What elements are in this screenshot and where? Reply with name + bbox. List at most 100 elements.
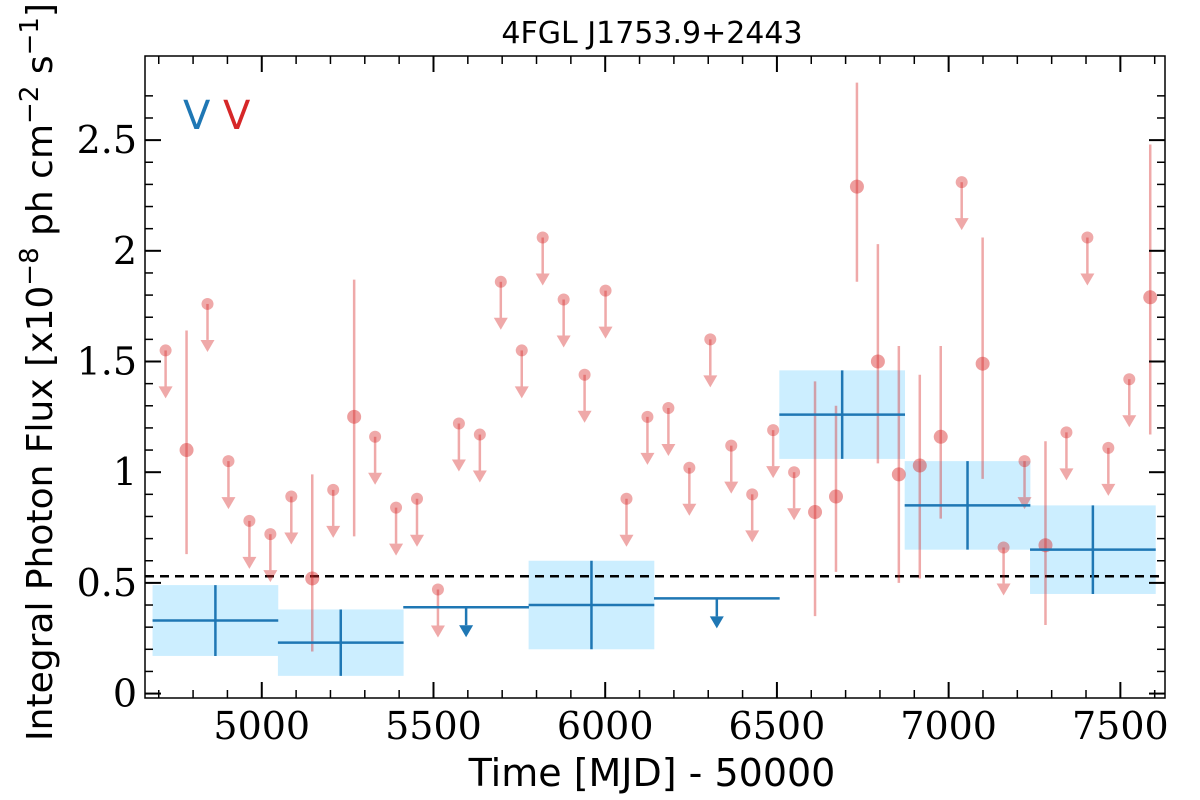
x-tick-label: 5000 bbox=[213, 704, 310, 748]
data-point bbox=[933, 429, 948, 444]
upper-limit-marker bbox=[620, 492, 633, 505]
y-label-part-4: ] bbox=[20, 3, 61, 17]
upper-limit-marker bbox=[578, 368, 591, 381]
upper-limit-arrow bbox=[389, 543, 404, 556]
data-point bbox=[347, 409, 362, 424]
data-point bbox=[179, 443, 194, 458]
upper-limit-marker bbox=[536, 231, 549, 244]
upper-limit-arrow bbox=[954, 218, 969, 231]
y-tick-label: 1 bbox=[113, 450, 137, 494]
upper-limit-marker bbox=[662, 401, 675, 414]
upper-limit-arrow bbox=[745, 530, 760, 543]
upper-limit-arrow bbox=[326, 525, 341, 538]
upper-limit-arrow bbox=[724, 481, 739, 494]
upper-limit-arrow bbox=[459, 625, 474, 638]
y-label-exp-2: −2 bbox=[15, 86, 45, 124]
upper-limit-arrow bbox=[619, 534, 634, 547]
data-point bbox=[849, 179, 864, 194]
upper-limit-arrow bbox=[1059, 468, 1074, 481]
y-label-part-1: Integral Photon Flux [x10 bbox=[20, 286, 61, 741]
upper-limit-marker bbox=[746, 488, 759, 501]
upper-limit-marker bbox=[159, 344, 172, 357]
upper-limit-marker bbox=[683, 461, 696, 474]
upper-limit-arrow bbox=[1080, 273, 1095, 286]
upper-limit-marker bbox=[599, 284, 612, 297]
upper-limit-marker bbox=[369, 430, 382, 443]
x-tick-label: 5500 bbox=[385, 704, 482, 748]
long-bin-bands bbox=[152, 370, 1156, 676]
upper-limit-marker bbox=[473, 428, 486, 441]
upper-limit-arrow bbox=[787, 508, 802, 521]
upper-limit-arrow bbox=[556, 335, 571, 348]
upper-limit-marker bbox=[997, 541, 1010, 554]
upper-limit-arrow bbox=[577, 410, 592, 423]
x-tick-label: 7500 bbox=[1072, 704, 1169, 748]
y-axis-label: Integral Photon Flux [x10−8 ph cm−2 s−1] bbox=[15, 3, 61, 741]
upper-limit-arrow bbox=[451, 459, 466, 472]
x-tick-label: 6000 bbox=[557, 704, 654, 748]
x-axis-label: Time [MJD] - 50000 bbox=[468, 751, 836, 795]
data-point bbox=[870, 354, 885, 369]
upper-limit-arrow bbox=[535, 273, 550, 286]
upper-limit-arrow bbox=[996, 583, 1011, 596]
data-point bbox=[912, 458, 927, 473]
upper-limit-arrow bbox=[661, 443, 676, 456]
y-label-part-2: ph cm bbox=[20, 124, 61, 247]
data-point bbox=[808, 505, 823, 520]
upper-limit-arrow bbox=[284, 532, 299, 545]
upper-limit-marker bbox=[1123, 373, 1136, 386]
data-point bbox=[305, 571, 320, 586]
upper-limit-marker bbox=[390, 501, 403, 514]
upper-limit-arrow bbox=[1017, 497, 1032, 510]
chart-title: 4FGL J1753.9+2443 bbox=[501, 16, 802, 51]
y-tick-label: 2 bbox=[113, 229, 137, 273]
short-bin-series bbox=[158, 82, 1158, 652]
y-tick-label: 2.5 bbox=[77, 118, 137, 162]
upper-limit-marker bbox=[452, 417, 465, 430]
y-label-exp-3: −1 bbox=[15, 17, 45, 55]
upper-limit-arrow bbox=[709, 616, 724, 629]
upper-limit-marker bbox=[1081, 231, 1094, 244]
upper-limit-arrow bbox=[1101, 483, 1116, 496]
plot-frame bbox=[144, 55, 1166, 699]
upper-limit-arrow bbox=[703, 375, 718, 388]
x-tick-label: 7000 bbox=[900, 704, 997, 748]
upper-limit-marker bbox=[243, 514, 256, 527]
upper-limit-marker bbox=[431, 583, 444, 596]
data-point bbox=[891, 467, 906, 482]
data-point bbox=[975, 356, 990, 371]
upper-limit-marker bbox=[1060, 426, 1073, 439]
y-tick-label: 1.5 bbox=[77, 340, 137, 384]
y-tick-label: 0 bbox=[113, 672, 137, 716]
upper-limit-marker bbox=[641, 410, 654, 423]
upper-limit-arrow bbox=[242, 556, 257, 569]
upper-limit-marker bbox=[515, 344, 528, 357]
y-label-exp-1: −8 bbox=[15, 247, 45, 285]
upper-limit-arrow bbox=[430, 625, 445, 638]
upper-limit-marker bbox=[704, 333, 717, 346]
upper-limit-marker bbox=[725, 439, 738, 452]
upper-limit-arrow bbox=[263, 570, 278, 583]
long-bin-series bbox=[152, 370, 1156, 676]
legend-entry-red: V bbox=[223, 93, 251, 139]
x-tick-label: 6500 bbox=[729, 704, 826, 748]
upper-limit-marker bbox=[788, 466, 801, 479]
upper-limit-arrow bbox=[766, 466, 781, 479]
upper-limit-marker bbox=[1018, 455, 1031, 468]
upper-limit-arrow bbox=[410, 534, 424, 547]
upper-limit-arrow bbox=[368, 472, 383, 485]
upper-limit-marker bbox=[285, 490, 298, 503]
upper-limit-arrow bbox=[493, 317, 508, 330]
legend: V V bbox=[183, 93, 251, 139]
upper-limit-marker bbox=[264, 528, 277, 541]
legend-entry-blue: V bbox=[183, 93, 211, 139]
upper-limit-arrow bbox=[514, 386, 529, 399]
y-tick-label: 0.5 bbox=[77, 561, 137, 605]
upper-limit-arrow bbox=[472, 470, 487, 483]
upper-limit-arrow bbox=[1122, 415, 1137, 428]
upper-limit-arrow bbox=[640, 452, 655, 465]
upper-limit-marker bbox=[767, 424, 780, 437]
data-point bbox=[1143, 290, 1158, 305]
upper-limit-arrow bbox=[200, 339, 215, 352]
upper-limit-marker bbox=[1102, 441, 1115, 454]
